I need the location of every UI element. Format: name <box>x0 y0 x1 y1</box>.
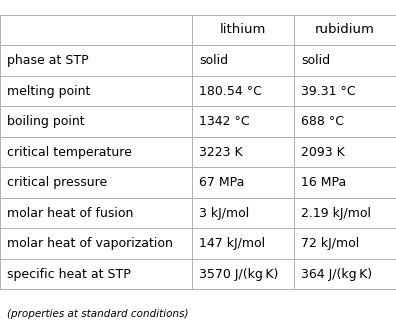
Text: 39.31 °C: 39.31 °C <box>301 84 356 97</box>
Text: phase at STP: phase at STP <box>7 54 89 67</box>
Text: 16 MPa: 16 MPa <box>301 176 346 189</box>
Text: lithium: lithium <box>220 24 266 37</box>
Text: 147 kJ/mol: 147 kJ/mol <box>199 237 265 250</box>
Text: specific heat at STP: specific heat at STP <box>7 267 131 281</box>
Text: critical temperature: critical temperature <box>7 146 132 159</box>
Text: 72 kJ/mol: 72 kJ/mol <box>301 237 359 250</box>
Text: solid: solid <box>199 54 228 67</box>
Text: 67 MPa: 67 MPa <box>199 176 245 189</box>
Text: solid: solid <box>301 54 330 67</box>
Text: 2093 K: 2093 K <box>301 146 345 159</box>
Text: molar heat of vaporization: molar heat of vaporization <box>7 237 173 250</box>
Text: 688 °C: 688 °C <box>301 115 344 128</box>
Text: 3570 J/(kg K): 3570 J/(kg K) <box>199 267 278 281</box>
Text: 1342 °C: 1342 °C <box>199 115 250 128</box>
Text: (properties at standard conditions): (properties at standard conditions) <box>7 309 188 319</box>
Text: 3223 K: 3223 K <box>199 146 243 159</box>
Text: 2.19 kJ/mol: 2.19 kJ/mol <box>301 207 371 220</box>
Text: boiling point: boiling point <box>7 115 85 128</box>
Text: 180.54 °C: 180.54 °C <box>199 84 262 97</box>
Text: rubidium: rubidium <box>315 24 375 37</box>
Text: 364 J/(kg K): 364 J/(kg K) <box>301 267 372 281</box>
Text: critical pressure: critical pressure <box>7 176 107 189</box>
Text: 3 kJ/mol: 3 kJ/mol <box>199 207 249 220</box>
Text: molar heat of fusion: molar heat of fusion <box>7 207 133 220</box>
Text: melting point: melting point <box>7 84 91 97</box>
